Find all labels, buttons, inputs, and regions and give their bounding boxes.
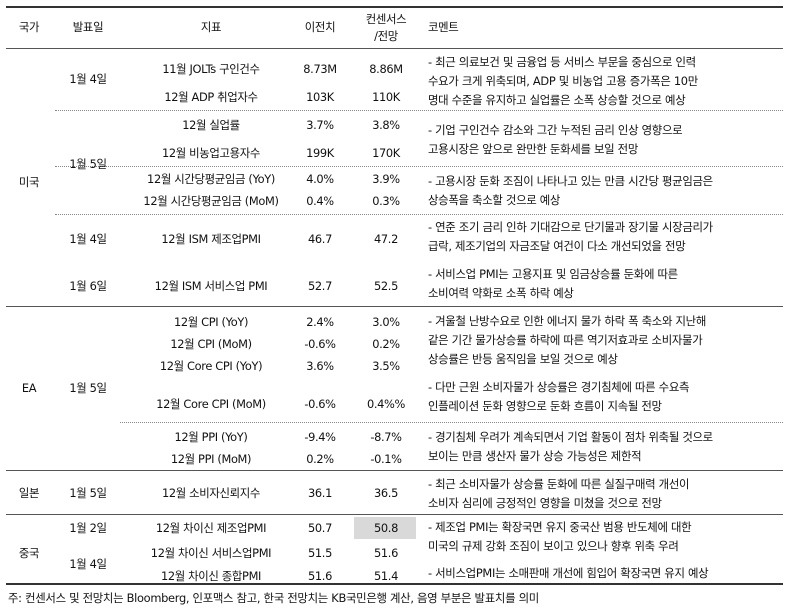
consensus-value: 51.4 (374, 569, 398, 583)
row-divider (55, 110, 783, 111)
consensus-value: 3.8% (372, 118, 400, 132)
previous-value: 50.7 (308, 521, 332, 535)
previous-value: 103K (306, 90, 334, 104)
previous-value: 4.0% (306, 172, 334, 186)
consensus-value: 0.3% (372, 194, 400, 208)
header-comment: 코멘트 (428, 20, 459, 34)
consensus-value: 3.0% (372, 315, 400, 329)
consensus-value: 0.4%% (366, 397, 406, 411)
release-date: 1월 4일 (69, 72, 107, 86)
previous-value: 0.4% (306, 194, 334, 208)
release-date: 1월 4일 (69, 232, 107, 246)
country-label: 일본 (18, 486, 40, 500)
indicator-cell: 12월 비농업고용자수 (161, 146, 261, 160)
consensus-value: 3.9% (372, 172, 400, 186)
row-divider (120, 422, 783, 423)
indicator-cell: 12월 PPI (YoY) (174, 430, 248, 444)
header-indicator: 지표 (200, 20, 222, 34)
previous-value: 46.7 (308, 232, 332, 246)
consensus-value: 3.5% (372, 359, 400, 373)
section-divider (6, 306, 783, 307)
indicator-cell: 12월 CPI (MoM) (170, 337, 252, 351)
previous-value: -0.6% (304, 337, 336, 351)
comment-block: - 최근 의료보건 및 금융업 등 서비스 부문을 중심으로 인력 수요가 크게 … (428, 55, 698, 107)
consensus-value: 50.8 (374, 521, 398, 535)
indicator-cell: 12월 실업률 (182, 118, 240, 132)
consensus-value: 47.2 (374, 232, 398, 246)
previous-value: 3.7% (306, 118, 334, 132)
table-top-rule (6, 6, 783, 8)
previous-value: 52.7 (308, 279, 332, 293)
comment-block: - 서비스업 PMI는 고용지표 및 임금상승률 둔화에 따른 소비여력 약화로 … (428, 267, 678, 300)
comment-block: - 겨울철 난방수요로 인한 에너지 물가 하락 폭 축소와 지난해 같은 기간 … (428, 314, 707, 366)
consensus-value: 8.86M (369, 62, 403, 76)
consensus-value: 110K (372, 90, 400, 104)
country-label: 중국 (18, 546, 40, 560)
row-divider (55, 166, 783, 167)
comment-block: - 제조업 PMI는 확장국면 유지 중국산 범용 반도체에 대한 미국의 규제 … (428, 520, 692, 553)
consensus-value: 52.5 (374, 279, 398, 293)
table-bottom-rule (6, 583, 783, 585)
indicator-cell: 12월 ADP 취업자수 (164, 90, 258, 104)
footnote: 주: 컨센서스 및 전망치는 Bloomberg, 인포맥스 참고, 한국 전망… (8, 591, 539, 605)
header-consensus-line2: /전망 (374, 29, 398, 43)
release-date: 1월 6일 (69, 279, 107, 293)
row-divider (55, 214, 783, 215)
comment-block: - 고용시장 둔화 조짐이 나타나고 있는 만큼 시간당 평균임금은 상승폭을 축… (428, 174, 713, 207)
consensus-value: 51.6 (374, 546, 398, 560)
indicator-cell: 12월 시간당평균임금 (MoM) (143, 194, 279, 208)
previous-value: 3.6% (306, 359, 334, 373)
previous-value: 51.6 (308, 569, 332, 583)
indicator-cell: 12월 차이신 종합PMI (160, 569, 262, 583)
release-date: 1월 5일 (69, 157, 107, 171)
indicator-cell: 12월 ISM 제조업PMI (161, 232, 261, 246)
comment-block: - 연준 조기 금리 인하 기대감으로 단기물과 장기물 시장금리가 급락, 제조… (428, 220, 713, 253)
comment-block: - 기업 구인건수 감소와 그간 누적된 금리 인상 영향으로 고용시장은 앞으로… (428, 123, 683, 156)
header-rule (6, 48, 783, 49)
country-label: 미국 (18, 175, 40, 189)
section-divider (6, 470, 783, 471)
consensus-value: -8.7% (370, 430, 402, 444)
release-date: 1월 5일 (69, 486, 107, 500)
country-label: EA (21, 381, 37, 395)
previous-value: -9.4% (304, 430, 336, 444)
consensus-value: -0.1% (370, 452, 402, 466)
indicator-cell: 12월 소비자신뢰지수 (161, 486, 261, 500)
release-date: 1월 5일 (69, 381, 107, 395)
comment-block: - 서비스업PMI는 소매판매 개선에 힘입어 확장국면 유지 예상 (428, 566, 709, 580)
indicator-cell: 12월 시간당평균임금 (YoY) (147, 172, 275, 186)
consensus-value: 36.5 (374, 486, 398, 500)
header-previous: 이전치 (304, 20, 336, 34)
consensus-value: 170K (372, 146, 400, 160)
header-consensus: 컨센서스 (365, 12, 407, 26)
indicator-cell: 12월 Core CPI (MoM) (156, 397, 266, 411)
indicator-cell: 12월 Core CPI (YoY) (159, 359, 263, 373)
comment-block: - 최근 소비자물가 상승률 둔화에 따른 실질구매력 개선이 소비자 심리에 긍… (428, 477, 690, 510)
consensus-value: 0.2% (372, 337, 400, 351)
previous-value: 36.1 (308, 486, 332, 500)
previous-value: 199K (306, 146, 334, 160)
release-date: 1월 4일 (69, 557, 107, 571)
header-country: 국가 (18, 20, 40, 34)
indicator-cell: 12월 차이신 서비스업PMI (150, 546, 272, 560)
comment-block: - 다만 근원 소비자물가 상승률은 경기침체에 따른 수요측 인플레이션 둔화 … (428, 380, 690, 413)
indicator-cell: 12월 PPI (MoM) (170, 452, 252, 466)
previous-value: 2.4% (306, 315, 334, 329)
previous-value: 0.2% (306, 452, 334, 466)
release-date: 1월 2일 (69, 521, 107, 535)
comment-block: - 경기침체 우려가 계속되면서 기업 활동이 점차 위축될 것으로 보이는 만큼… (428, 430, 713, 463)
section-divider (6, 514, 783, 515)
released-value-shade (354, 517, 416, 539)
indicator-cell: 12월 ISM 서비스업 PMI (154, 279, 268, 293)
previous-value: 8.73M (303, 62, 337, 76)
indicator-cell: 12월 CPI (YoY) (173, 315, 249, 329)
indicator-cell: 12월 차이신 제조업PMI (155, 521, 267, 535)
header-date: 발표일 (72, 20, 104, 34)
previous-value: 51.5 (308, 546, 332, 560)
indicator-cell: 11월 JOLTs 구인건수 (162, 62, 260, 76)
previous-value: -0.6% (304, 397, 336, 411)
